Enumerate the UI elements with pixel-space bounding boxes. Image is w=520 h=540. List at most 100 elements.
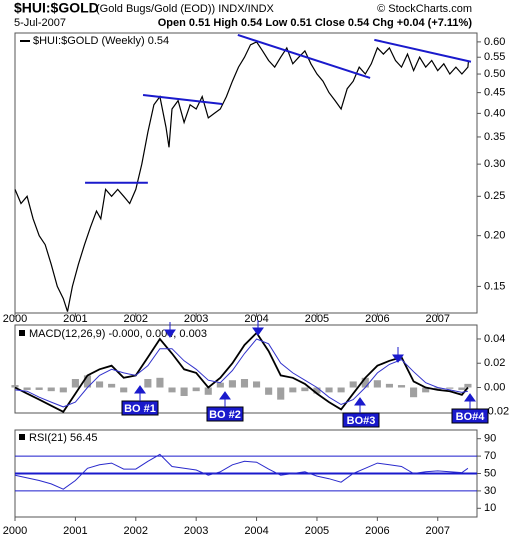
histogram-bar [446,387,454,389]
histogram-bar [349,381,357,388]
price-panel [14,32,478,314]
histogram-bar [434,387,442,390]
arrow-up [354,397,366,413]
x-tick-label: 2003 [184,525,208,537]
histogram-bar [422,387,430,393]
arrow-down [252,320,264,336]
date: 5-Jul-2007 [14,17,66,29]
x-tick-label: 2000 [3,525,27,537]
y-tick-label: 0.30 [484,158,505,170]
trendline [142,94,223,105]
histogram-bar [120,387,128,393]
copyright: © StockCharts.com [377,3,472,15]
histogram-bar [180,387,188,397]
y-tick-label: 0.02 [484,357,505,369]
x-tick-label: 2003 [184,313,208,325]
x-tick-label: 2004 [244,313,268,325]
x-tick-label: 2006 [365,313,389,325]
description: (Gold Bugs/Gold (EOD)) INDX/INDX [96,3,275,15]
y-tick-label: 0.40 [484,107,505,119]
y-tick-label: 0.25 [484,190,505,202]
histogram-bar [313,387,321,394]
histogram-bar [204,387,212,395]
y-tick-label: 10 [484,502,496,514]
y-tick-label: 0.60 [484,36,505,48]
y-tick-label: 0.00 [484,381,505,393]
y-tick-label: 0.04 [484,333,505,345]
histogram-bar [397,385,406,388]
legend-swatch [19,330,25,336]
histogram-bar [216,382,224,388]
annotation: BO #1 [124,403,156,415]
y-tick-label: 70 [484,450,496,462]
breakout-markers [134,320,476,413]
annotation: BO #2 [209,409,241,421]
annotation: BO#4 [456,411,486,423]
y-tick-label: 0.20 [484,230,505,242]
legend-label: $HUI:$GOLD (Weekly) 0.54 [33,35,169,47]
macd-panel [14,324,478,414]
y-tick-label: 0.35 [484,131,505,143]
histogram-bar [240,379,249,388]
histogram-bar [156,377,164,388]
x-tick-label: 2001 [63,525,87,537]
histogram-bar [95,381,104,388]
x-tick-label: 2002 [124,525,148,537]
histogram-bar [373,380,381,388]
x-tick-label: 2007 [426,525,450,537]
arrow-up [464,393,476,409]
x-tick-label: 2006 [365,525,389,537]
arrow-up [219,391,231,407]
x-tick-label: 2007 [426,313,450,325]
legend-swatch [19,434,25,440]
histogram-bar [228,380,236,388]
histogram-bar [337,387,345,393]
arrow-up [134,385,146,401]
legend-label: MACD(12,26,9) -0.000, 0.004, 0.003 [29,328,207,340]
legend-label: RSI(21) 56.45 [29,432,97,444]
histogram-bar [11,385,19,388]
histogram-bar [253,381,261,388]
histogram-bar [325,387,333,393]
x-tick-label: 2005 [305,525,329,537]
histogram-bar [301,387,309,392]
histogram-bar [361,377,369,388]
trendline [237,34,371,79]
histogram-bar [71,379,79,388]
line [14,41,470,312]
y-tick-label: 0.55 [484,51,505,63]
arrow-down [164,322,176,338]
histogram-bar [265,387,273,395]
histogram-bar [47,387,55,392]
histogram-bar [277,387,285,400]
x-tick-label: 2005 [305,313,329,325]
annotation: BO#3 [347,415,376,427]
symbol: $HUI:$GOLD [14,0,99,16]
x-tick-label: 2004 [244,525,268,537]
x-tick-label: 2002 [124,313,148,325]
histogram-bar [168,387,176,393]
histogram-bar [23,387,31,390]
histogram-bar [144,379,152,388]
histogram-bar [385,383,393,388]
trendline [374,38,472,63]
y-tick-label: 30 [484,485,496,497]
histogram-bar [83,375,92,388]
y-tick-label: -0.02 [484,406,509,418]
histogram-bar [464,383,472,388]
x-tick-label: 2001 [63,313,87,325]
quote: Open 0.51 High 0.54 Low 0.51 Close 0.54 … [158,17,473,29]
histogram-bar [458,387,466,390]
arrow-down [392,347,404,363]
histogram-bar [35,387,43,390]
y-tick-label: 0.45 [484,87,505,99]
y-tick-label: 0.50 [484,68,505,80]
histogram-bar [59,387,67,393]
line [14,453,469,490]
histogram-bar [192,387,200,392]
y-tick-label: 90 [484,433,496,445]
annotation-box [342,412,380,428]
histogram-bar [289,387,297,393]
